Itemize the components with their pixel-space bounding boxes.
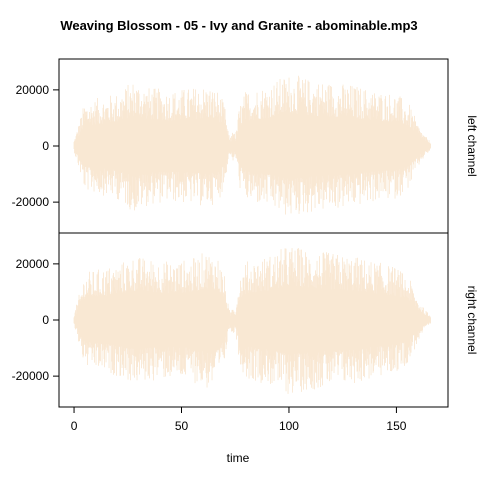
- x-tick-label: 0: [71, 419, 78, 433]
- x-axis: 0 50 100 150: [71, 406, 407, 433]
- right-channel-label: right channel: [465, 286, 479, 355]
- right-channel-y-axis: -20000 0 20000: [12, 257, 59, 383]
- y-tick-label: -20000: [12, 369, 50, 383]
- left-channel-y-axis: -20000 0 20000: [12, 83, 59, 209]
- panel-right-channel: -20000 0 20000 right channel: [12, 232, 479, 408]
- y-tick-label: -20000: [12, 195, 50, 209]
- left-channel-label: left channel: [465, 115, 479, 176]
- x-axis-label: time: [227, 451, 250, 465]
- chart-title: Weaving Blossom - 05 - Ivy and Granite -…: [60, 18, 417, 33]
- x-tick-label: 100: [279, 419, 299, 433]
- y-tick-label: 0: [42, 139, 49, 153]
- y-tick-label: 0: [42, 313, 49, 327]
- right-channel-waveform: [73, 248, 431, 394]
- y-tick-label: 20000: [16, 257, 50, 271]
- panel-left-channel: -20000 0 20000 left channel: [12, 58, 479, 234]
- y-tick-label: 20000: [16, 83, 50, 97]
- x-tick-label: 50: [175, 419, 189, 433]
- left-channel-waveform: [73, 75, 431, 215]
- x-tick-label: 150: [386, 419, 406, 433]
